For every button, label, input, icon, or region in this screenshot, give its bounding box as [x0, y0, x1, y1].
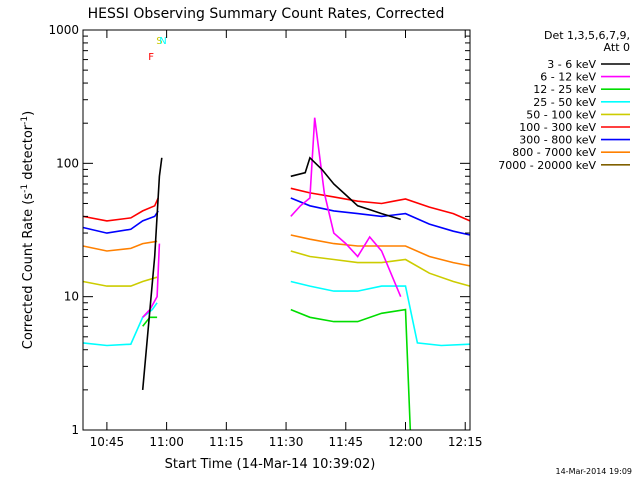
legend-header-line1: Det 1,3,5,6,7,9, — [544, 29, 630, 42]
legend-label: 6 - 12 keV — [540, 71, 596, 84]
legend-label: 7000 - 20000 keV — [498, 159, 596, 172]
x-tick-label: 10:45 — [90, 435, 125, 449]
legend-header-line2: Att 0 — [604, 41, 630, 54]
legend-label: 100 - 300 keV — [519, 121, 596, 134]
series-line-2-seg-1 — [290, 234, 471, 267]
legend-label: 3 - 6 keV — [547, 58, 596, 71]
x-axis-label: Start Time (14-Mar-14 10:39:02) — [165, 457, 376, 472]
x-tick-label: 12:15 — [448, 435, 483, 449]
legend-label: 50 - 100 keV — [526, 108, 596, 121]
series-line-5-seg-1 — [290, 308, 412, 431]
series-line-1-seg-0 — [82, 210, 159, 234]
x-tick-label: 12:00 — [388, 435, 423, 449]
y-axis-label-base: Corrected Count Rate (s — [21, 193, 36, 350]
chart-title: HESSI Observing Summary Count Rates, Cor… — [88, 6, 445, 22]
y-axis-label-sup2: -1 — [20, 116, 30, 125]
x-tick-label: 11:00 — [149, 435, 184, 449]
series-line-7-seg-1 — [290, 156, 401, 221]
annotation-s: S — [156, 36, 162, 47]
series-line-4-seg-1 — [290, 280, 471, 347]
axes: 10:45 11:00 11:15 11:30 11:45 12:00 12:15 1 10 10… — [48, 23, 482, 449]
series-line-3-seg-1 — [290, 250, 471, 287]
y-axis-label-end: ) — [21, 111, 36, 116]
legend-label: 12 - 25 keV — [533, 83, 596, 96]
y-axis-label-group: Corrected Count Rate (s-1 detector-1) — [20, 111, 36, 349]
y-tick-label: 10 — [64, 290, 79, 304]
series-line-4-seg-0 — [82, 302, 158, 347]
x-tick-label: 11:15 — [209, 435, 244, 449]
series-line-7-seg-0 — [141, 157, 163, 390]
series-line-0-seg-0 — [82, 197, 159, 222]
y-axis-label: Corrected Count Rate (s-1 detector-1) — [20, 111, 36, 349]
y-axis-label-sup1: -1 — [20, 184, 30, 193]
legend-label: 800 - 7000 keV — [512, 146, 596, 159]
footer-date: 14-Mar-2014 19:09 — [556, 467, 633, 476]
series-line-6-seg-0 — [142, 243, 161, 318]
series-line-2-seg-0 — [82, 240, 158, 252]
legend-label: 25 - 50 keV — [533, 96, 596, 109]
x-tick-label: 11:45 — [328, 435, 363, 449]
y-tick-label: 1000 — [48, 23, 79, 37]
y-axis-label-mid: detector — [21, 124, 36, 184]
y-tick-label: 1 — [71, 423, 79, 437]
x-tick-label: 11:30 — [269, 435, 304, 449]
series-line-0-seg-1 — [290, 187, 471, 222]
plot-frame — [82, 29, 471, 431]
annotation-f: F — [148, 52, 154, 63]
annotation-n: N — [159, 36, 166, 47]
legend-label: 300 - 800 keV — [519, 134, 596, 147]
y-tick-label: 100 — [56, 156, 79, 170]
plot-area: SNF — [82, 36, 471, 431]
series-line-3-seg-0 — [82, 276, 158, 287]
series-line-6-seg-1 — [290, 117, 402, 298]
